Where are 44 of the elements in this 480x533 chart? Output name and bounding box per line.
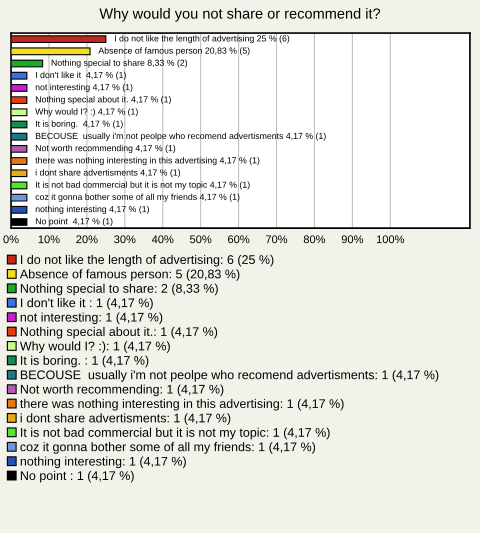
data-label: there was nothing interesting in this advertising 4,17 % (1) [35,156,260,166]
data-label: It is not bad commercial but it is not my topic 4,17 % (1) [36,181,250,190]
x-tick-label: 50% [190,235,212,244]
x-tick-label: 0% [3,235,19,244]
legend-label: Absence of famous person: 5 (20,83 %) [20,269,240,281]
x-tick-label: 90% [342,235,364,244]
x-tick-label: 80% [304,235,326,244]
legend-label: Nothing special about it.: 1 (4,17 %) [20,326,218,339]
legend-label: I do not like the length of advertising: 6 (25 %) [21,254,274,266]
legend-label: It is not bad commercial but it is not my topic: 1 (4,17 %) [21,428,330,440]
legend-label: It is boring. : 1 (4,17 %) [21,356,148,368]
data-label: Nothing special to share 8,33 % (2) [52,59,188,68]
data-label: I don't like it 4,17 % (1) [36,72,126,80]
data-label: BECOUSE usually i'm not peolpe who recomend advertisments 4,17 % (1) [36,132,326,141]
legend-label: not interesting: 1 (4,17 %) [20,312,162,324]
legend-label: Why would I? :): 1 (4,17 %) [20,341,170,353]
data-label: It is boring. 4,17 % (1) [36,120,123,129]
data-label: coz it gonna bother some of all my friends 4,17 % (1) [36,194,240,202]
x-tick-label: 30% [114,235,136,244]
data-label: i dont share advertisments 4,17 % (1) [36,169,180,178]
legend-label: nothing interesting: 1 (4,17 %) [20,456,186,468]
data-label: Nothing special about it. 4,17 % (1) [36,96,171,104]
legend-label: I don't like it : 1 (4,17 %) [21,298,153,310]
x-tick-label: 10% [38,235,60,244]
x-tick-label: 20% [76,235,98,244]
data-label: Absence of famous person 20,83 % (5) [98,47,250,56]
x-tick-label: 60% [228,235,250,244]
legend-label: BECOUSE usually i'm not peolpe who recomend advertisments: 1 (4,17 %) [20,370,438,382]
data-label: Why would I? :) 4,17 % (1) [35,108,138,116]
data-label: Not worth recommending 4,17 % (1) [36,144,176,153]
x-tick-label: 40% [152,235,174,244]
x-tick-label: 70% [266,235,288,244]
x-tick-label: 100% [376,235,404,244]
data-label: I do not like the length of advertising 25 % (6) [114,35,290,44]
legend-label: coz it gonna bother some of all my friends: 1 (4,17 %) [20,442,316,454]
data-label: not interesting 4,17 % (1) [36,84,132,92]
data-label: nothing interesting 4,17 % (1) [36,206,149,214]
legend-label: Nothing special to share: 2 (8,33 %) [20,284,218,296]
chart-title: Why would you not share or recommend it? [99,8,380,22]
legend-label: Not worth recommending: 1 (4,17 %) [20,384,224,396]
legend-label: there was nothing interesting in this advertising: 1 (4,17 %) [20,398,344,411]
legend-label: i dont share advertisments: 1 (4,17 %) [20,413,230,425]
data-label: No point 4,17 % (1) [36,218,112,226]
legend-label: No point : 1 (4,17 %) [20,470,134,483]
